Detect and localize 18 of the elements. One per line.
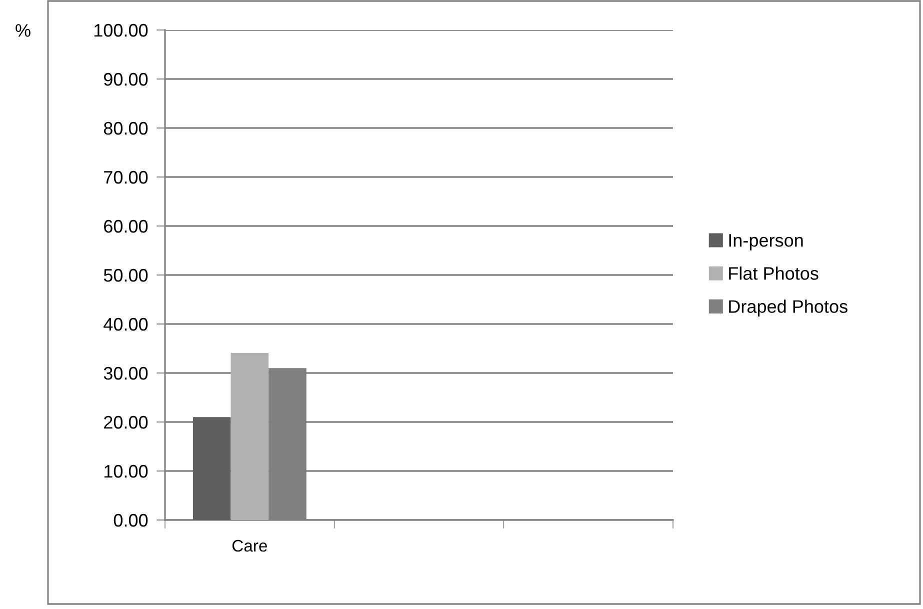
y-tick-label: 50.00	[104, 268, 148, 282]
x-tick-label: Care	[232, 540, 267, 552]
y-tick-label: 40.00	[104, 318, 148, 331]
legend-label: In-person	[729, 234, 803, 250]
legend-label: Draped Photos	[729, 300, 848, 316]
y-tick-label: 30.00	[104, 366, 148, 380]
y-tick-label: 70.00	[104, 170, 148, 184]
y-tick-label: 0.00	[114, 514, 148, 527]
bar	[230, 352, 269, 520]
y-tick-label: 90.00	[104, 72, 148, 86]
y-tick-label: 10.00	[104, 464, 148, 478]
legend-label: Flat Photos	[729, 266, 818, 280]
y-tick-label: 80.00	[104, 122, 148, 135]
bar	[192, 417, 231, 520]
y-axis-title: %	[16, 24, 30, 37]
y-tick-label: 60.00	[104, 220, 148, 233]
y-tick-label: 100.00	[94, 24, 148, 37]
y-tick-label: 20.00	[104, 416, 148, 429]
